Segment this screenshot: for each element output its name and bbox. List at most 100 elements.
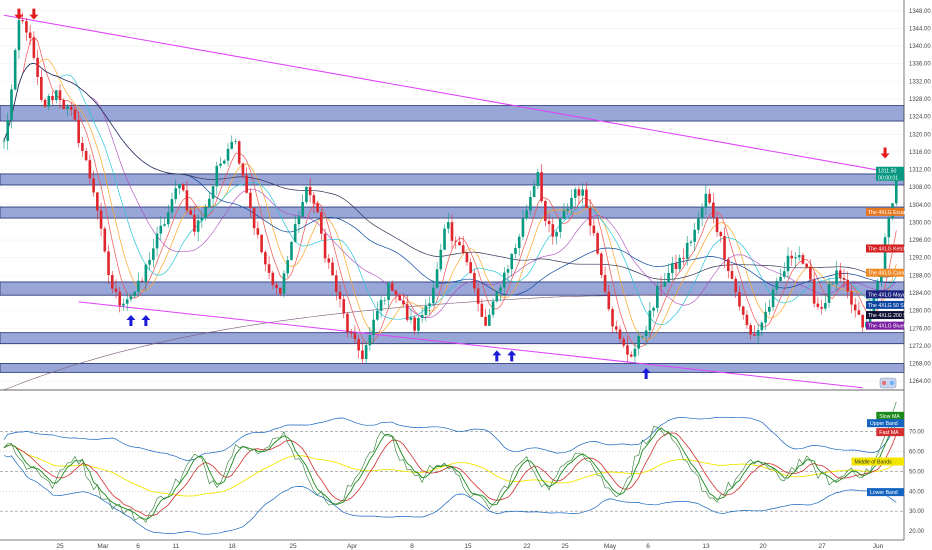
candle-body[interactable]: [782, 271, 786, 277]
candle-body[interactable]: [592, 225, 596, 234]
candle-body[interactable]: [443, 228, 446, 250]
candle-body[interactable]: [689, 241, 693, 243]
candle-body[interactable]: [77, 119, 80, 144]
candle-body[interactable]: [2, 140, 6, 142]
candle-body[interactable]: [312, 195, 316, 204]
candle-body[interactable]: [715, 217, 719, 233]
candle-body[interactable]: [656, 286, 659, 308]
candle-body[interactable]: [678, 257, 682, 269]
candle-body[interactable]: [480, 303, 484, 317]
candle-body[interactable]: [435, 269, 439, 288]
candle-body[interactable]: [887, 217, 891, 238]
candle-body[interactable]: [390, 283, 394, 291]
candle-body[interactable]: [835, 270, 838, 284]
candle-body[interactable]: [838, 270, 842, 279]
candle-body[interactable]: [544, 201, 547, 221]
candle-body[interactable]: [357, 339, 360, 351]
candle-body[interactable]: [626, 345, 629, 355]
candle-body[interactable]: [697, 217, 700, 230]
candle-body[interactable]: [532, 185, 536, 198]
candle-body[interactable]: [413, 317, 416, 331]
candle-body[interactable]: [129, 296, 133, 300]
candle-body[interactable]: [588, 207, 592, 226]
candle-body[interactable]: [827, 284, 831, 303]
candle-body[interactable]: [446, 222, 450, 229]
candle-body[interactable]: [178, 184, 181, 189]
candle-body[interactable]: [790, 255, 794, 259]
candle-body[interactable]: [794, 257, 797, 259]
candle-body[interactable]: [293, 224, 297, 242]
candle-body[interactable]: [140, 280, 144, 282]
candle-body[interactable]: [775, 281, 779, 290]
candle-body[interactable]: [850, 291, 853, 305]
candle-body[interactable]: [846, 279, 850, 292]
candle-body[interactable]: [853, 304, 857, 311]
candle-body[interactable]: [17, 20, 21, 51]
candle-body[interactable]: [786, 255, 790, 272]
candle-body[interactable]: [499, 287, 502, 292]
candle-body[interactable]: [148, 259, 151, 265]
candle-body[interactable]: [652, 307, 655, 311]
candle-body[interactable]: [204, 207, 207, 219]
candle-body[interactable]: [428, 303, 431, 307]
candle-body[interactable]: [607, 291, 611, 310]
candle-body[interactable]: [738, 292, 741, 307]
candle-body[interactable]: [379, 300, 383, 311]
candle-body[interactable]: [73, 109, 77, 120]
candle-body[interactable]: [570, 197, 573, 209]
candle-body[interactable]: [540, 172, 543, 202]
candle-body[interactable]: [189, 210, 192, 215]
candle-body[interactable]: [566, 208, 570, 211]
candle-body[interactable]: [69, 106, 73, 110]
candle-body[interactable]: [275, 284, 278, 288]
candle-body[interactable]: [525, 210, 528, 219]
candle-body[interactable]: [260, 234, 263, 253]
candle-body[interactable]: [36, 57, 39, 78]
candle-body[interactable]: [730, 270, 734, 279]
candle-body[interactable]: [159, 225, 163, 234]
candle-body[interactable]: [32, 38, 36, 58]
candle-body[interactable]: [861, 314, 864, 328]
candle-body[interactable]: [383, 300, 387, 301]
candle-body[interactable]: [734, 278, 738, 293]
candle-body[interactable]: [267, 264, 271, 273]
candle-body[interactable]: [43, 99, 47, 107]
candle-body[interactable]: [181, 184, 185, 191]
candle-body[interactable]: [514, 247, 517, 254]
candle-body[interactable]: [185, 190, 189, 211]
candle-body[interactable]: [555, 231, 558, 237]
candle-body[interactable]: [883, 237, 887, 271]
candle-body[interactable]: [96, 192, 99, 211]
candle-body[interactable]: [409, 317, 413, 320]
candle-body[interactable]: [573, 189, 577, 198]
candle-body[interactable]: [637, 336, 640, 349]
candle-body[interactable]: [432, 287, 435, 304]
candle-body[interactable]: [682, 257, 685, 259]
candle-body[interactable]: [6, 119, 10, 141]
candle-body[interactable]: [577, 189, 581, 196]
candle-body[interactable]: [327, 258, 331, 263]
candle-body[interactable]: [331, 262, 334, 276]
candle-body[interactable]: [745, 314, 749, 326]
candle-body[interactable]: [361, 350, 364, 360]
candle-body[interactable]: [47, 95, 51, 107]
candle-body[interactable]: [387, 283, 390, 301]
candle-body[interactable]: [547, 220, 551, 225]
candle-body[interactable]: [558, 218, 562, 232]
candle-body[interactable]: [756, 330, 760, 336]
candle-body[interactable]: [349, 332, 353, 334]
candle-body[interactable]: [10, 89, 13, 120]
candle-body[interactable]: [215, 165, 219, 187]
candle-body[interactable]: [107, 251, 110, 275]
candle-body[interactable]: [252, 208, 256, 229]
candle-body[interactable]: [704, 193, 708, 208]
candle-body[interactable]: [473, 272, 476, 289]
candle-body[interactable]: [581, 189, 584, 196]
candle-body[interactable]: [719, 232, 723, 237]
candle-body[interactable]: [398, 294, 402, 301]
candles[interactable]: [2, 12, 898, 365]
candle-body[interactable]: [316, 203, 319, 213]
candle-body[interactable]: [708, 193, 711, 203]
candle-body[interactable]: [282, 273, 286, 294]
